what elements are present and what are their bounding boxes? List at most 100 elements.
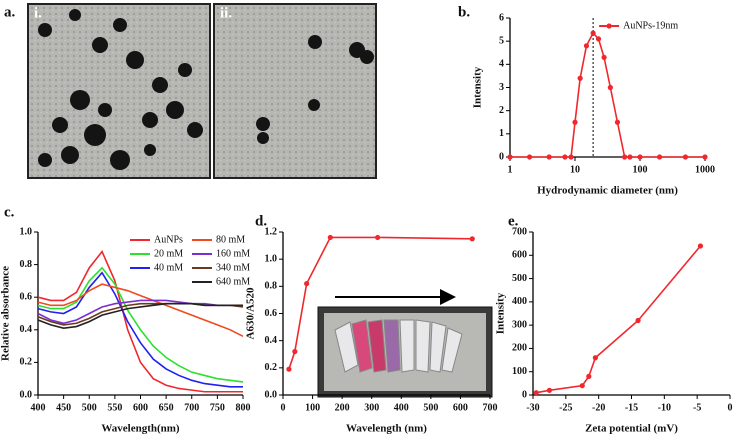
x-tick-label: -25 bbox=[559, 402, 572, 413]
data-point bbox=[507, 154, 513, 160]
y-tick-label: 4 bbox=[499, 59, 504, 70]
data-point bbox=[583, 43, 590, 49]
legend-label: 160 mM bbox=[216, 248, 250, 259]
x-tick-label: 600 bbox=[133, 402, 148, 413]
legend-label: 20 mM bbox=[154, 248, 183, 259]
x-tick-label: 300 bbox=[364, 402, 379, 413]
tem-image: ii. bbox=[213, 3, 377, 179]
y-tick-label: 0.8 bbox=[265, 281, 278, 292]
panel-label: d. bbox=[255, 213, 267, 229]
data-point bbox=[469, 236, 475, 242]
y-tick-label: 0.0 bbox=[20, 389, 33, 400]
data-point bbox=[526, 154, 533, 160]
data-point bbox=[635, 317, 641, 324]
data-point bbox=[592, 355, 598, 361]
y-tick-label: 0.2 bbox=[20, 357, 33, 368]
data-point bbox=[607, 84, 613, 91]
x-tick-label: 10 bbox=[570, 164, 580, 175]
y-tick-label: 5 bbox=[499, 35, 504, 46]
series-line bbox=[37, 299, 243, 325]
x-axis-label: Wavelength(nm) bbox=[101, 423, 180, 435]
x-axis-label: Zeta potential (mV) bbox=[585, 423, 678, 435]
x-tick-label: 0 bbox=[728, 402, 733, 413]
series-line bbox=[37, 250, 243, 393]
x-tick-label: -5 bbox=[693, 402, 701, 413]
y-tick-label: 0.4 bbox=[20, 324, 33, 335]
y-tick-label: 2 bbox=[499, 105, 504, 116]
series-line bbox=[510, 31, 705, 158]
y-tick-label: 0.6 bbox=[20, 291, 33, 302]
image-label: ii. bbox=[220, 5, 232, 21]
x-tick-label: 700 bbox=[483, 402, 498, 413]
legend-label: 40 mM bbox=[154, 262, 183, 273]
y-tick-label: 0 bbox=[499, 151, 504, 162]
data-point bbox=[304, 281, 310, 287]
x-tick-label: 500 bbox=[82, 402, 97, 413]
series-line bbox=[37, 283, 244, 338]
y-axis-label: Relative absorbance bbox=[0, 266, 12, 361]
y-tick-label: 0 bbox=[522, 389, 527, 400]
x-tick-label: -10 bbox=[658, 402, 671, 413]
data-point bbox=[375, 234, 381, 241]
data-point bbox=[292, 348, 298, 355]
x-tick-label: 0 bbox=[281, 402, 286, 413]
data-point bbox=[546, 154, 552, 160]
y-tick-label: 300 bbox=[512, 319, 527, 330]
x-tick-label: 750 bbox=[210, 402, 225, 413]
y-tick-label: 1.0 bbox=[265, 253, 278, 264]
x-tick-label: 1 bbox=[508, 164, 513, 175]
x-tick-label: 1000 bbox=[695, 164, 715, 175]
data-point bbox=[568, 154, 574, 160]
legend-label: 640 mM bbox=[216, 276, 250, 287]
data-point bbox=[697, 243, 704, 249]
x-axis-label: Hydrodynamic diameter (nm) bbox=[537, 185, 678, 197]
data-point bbox=[327, 234, 333, 241]
x-tick-label: 450 bbox=[56, 402, 71, 413]
panel-label: e. bbox=[508, 213, 519, 229]
data-point bbox=[562, 154, 568, 160]
tem-image: i. bbox=[27, 3, 211, 179]
x-tick-label: 650 bbox=[159, 402, 174, 413]
data-point bbox=[586, 373, 592, 379]
y-tick-label: 6 bbox=[499, 12, 504, 23]
y-axis-label: Intensity bbox=[495, 292, 507, 334]
y-axis-label: A630/A520 bbox=[245, 287, 257, 339]
panel-label: c. bbox=[4, 204, 15, 220]
x-tick-label: 800 bbox=[236, 402, 251, 413]
data-point bbox=[595, 36, 602, 42]
data-point bbox=[656, 154, 663, 160]
data-point bbox=[622, 154, 628, 160]
x-tick-label: -20 bbox=[592, 402, 605, 413]
legend-label: AuNPs-19nm bbox=[623, 20, 678, 31]
y-tick-label: 600 bbox=[512, 250, 527, 261]
y-tick-label: 200 bbox=[512, 343, 527, 354]
y-tick-label: 400 bbox=[512, 296, 527, 307]
x-tick-label: -15 bbox=[625, 402, 638, 413]
y-tick-label: 100 bbox=[512, 366, 527, 377]
y-tick-label: 3 bbox=[499, 82, 504, 93]
legend-label: 340 mM bbox=[216, 262, 250, 273]
data-point bbox=[546, 387, 553, 393]
x-tick-label: 400 bbox=[394, 402, 409, 413]
legend-label: AuNPs bbox=[154, 234, 183, 245]
x-tick-label: -30 bbox=[526, 402, 539, 413]
y-tick-label: 1 bbox=[499, 128, 504, 139]
data-point bbox=[601, 54, 607, 60]
data-point bbox=[637, 154, 643, 160]
data-point bbox=[579, 383, 585, 389]
y-tick-label: 0.4 bbox=[265, 335, 278, 346]
y-tick-label: 0.0 bbox=[265, 389, 278, 400]
series-line bbox=[37, 266, 244, 383]
y-tick-label: 1.2 bbox=[265, 226, 278, 237]
x-tick-label: 700 bbox=[184, 402, 199, 413]
data-point bbox=[577, 75, 583, 81]
x-tick-label: 400 bbox=[31, 402, 46, 413]
x-tick-label: 100 bbox=[305, 402, 320, 413]
y-tick-label: 0.6 bbox=[265, 308, 278, 319]
series-line bbox=[37, 271, 243, 388]
y-axis-label: Intensity bbox=[472, 66, 484, 108]
data-point bbox=[286, 366, 292, 372]
data-point bbox=[572, 119, 578, 125]
panel-label: a. bbox=[4, 4, 16, 20]
